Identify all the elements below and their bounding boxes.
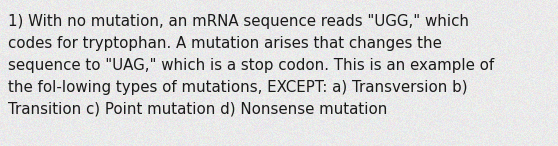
Text: codes for tryptophan. A mutation arises that changes the: codes for tryptophan. A mutation arises … <box>8 36 442 51</box>
Text: 1) With no mutation, an mRNA sequence reads "UGG," which: 1) With no mutation, an mRNA sequence re… <box>8 14 469 29</box>
Text: sequence to "UAG," which is a stop codon. This is an example of: sequence to "UAG," which is a stop codon… <box>8 58 494 73</box>
Text: Transition c) Point mutation d) Nonsense mutation: Transition c) Point mutation d) Nonsense… <box>8 102 387 117</box>
Text: the fol-lowing types of mutations, EXCEPT: a) Transversion b): the fol-lowing types of mutations, EXCEP… <box>8 80 468 95</box>
